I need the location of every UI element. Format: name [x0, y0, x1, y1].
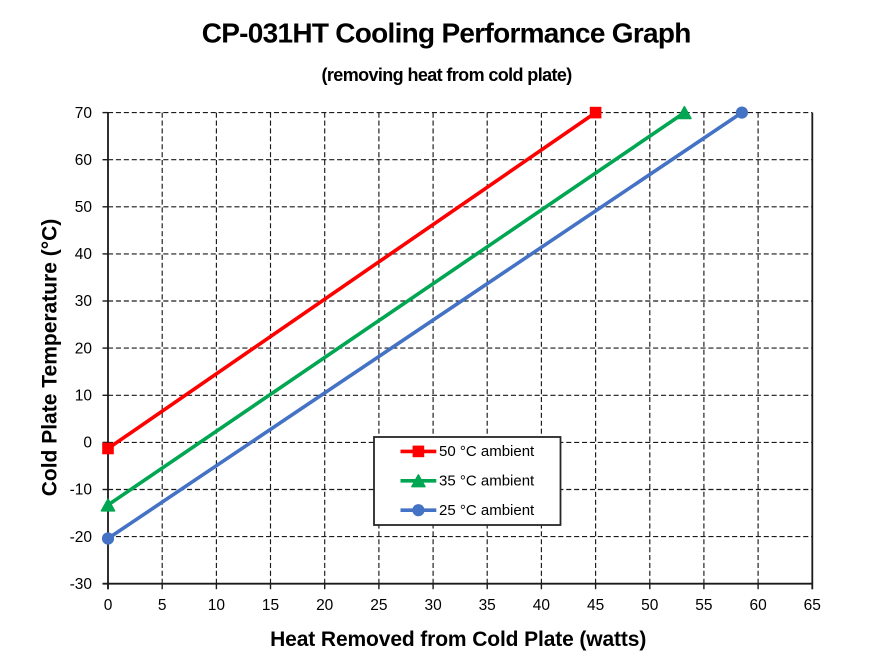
svg-text:40: 40 — [75, 246, 93, 263]
svg-text:15: 15 — [262, 597, 279, 614]
svg-text:Heat Removed from Cold Plate (: Heat Removed from Cold Plate (watts) — [270, 628, 646, 651]
svg-text:50: 50 — [75, 199, 93, 216]
svg-text:35: 35 — [479, 597, 496, 614]
svg-text:5: 5 — [158, 597, 167, 614]
svg-text:25 °C ambient: 25 °C ambient — [439, 502, 535, 519]
svg-text:25: 25 — [370, 597, 387, 614]
svg-text:0: 0 — [83, 435, 92, 452]
svg-text:10: 10 — [75, 388, 93, 405]
svg-text:50 °C ambient: 50 °C ambient — [439, 443, 535, 460]
svg-text:30: 30 — [424, 597, 442, 614]
svg-text:-10: -10 — [70, 482, 93, 499]
svg-text:0: 0 — [104, 597, 113, 614]
svg-text:-20: -20 — [70, 529, 93, 546]
svg-text:-30: -30 — [70, 576, 93, 593]
svg-text:20: 20 — [316, 597, 334, 614]
svg-text:55: 55 — [695, 597, 712, 614]
svg-text:(removing heat from cold plate: (removing heat from cold plate) — [322, 65, 573, 85]
svg-text:60: 60 — [75, 152, 93, 169]
svg-text:40: 40 — [533, 597, 551, 614]
svg-text:CP-031HT Cooling Performance G: CP-031HT Cooling Performance Graph — [202, 18, 691, 49]
svg-text:35 °C ambient: 35 °C ambient — [439, 472, 535, 489]
svg-text:50: 50 — [641, 597, 659, 614]
svg-text:65: 65 — [804, 597, 821, 614]
svg-text:10: 10 — [208, 597, 226, 614]
svg-text:70: 70 — [75, 105, 93, 122]
svg-text:Cold Plate Temperature (°C): Cold Plate Temperature (°C) — [39, 219, 62, 497]
svg-text:45: 45 — [587, 597, 604, 614]
svg-text:60: 60 — [749, 597, 767, 614]
svg-text:20: 20 — [75, 340, 93, 357]
svg-text:30: 30 — [75, 293, 93, 310]
